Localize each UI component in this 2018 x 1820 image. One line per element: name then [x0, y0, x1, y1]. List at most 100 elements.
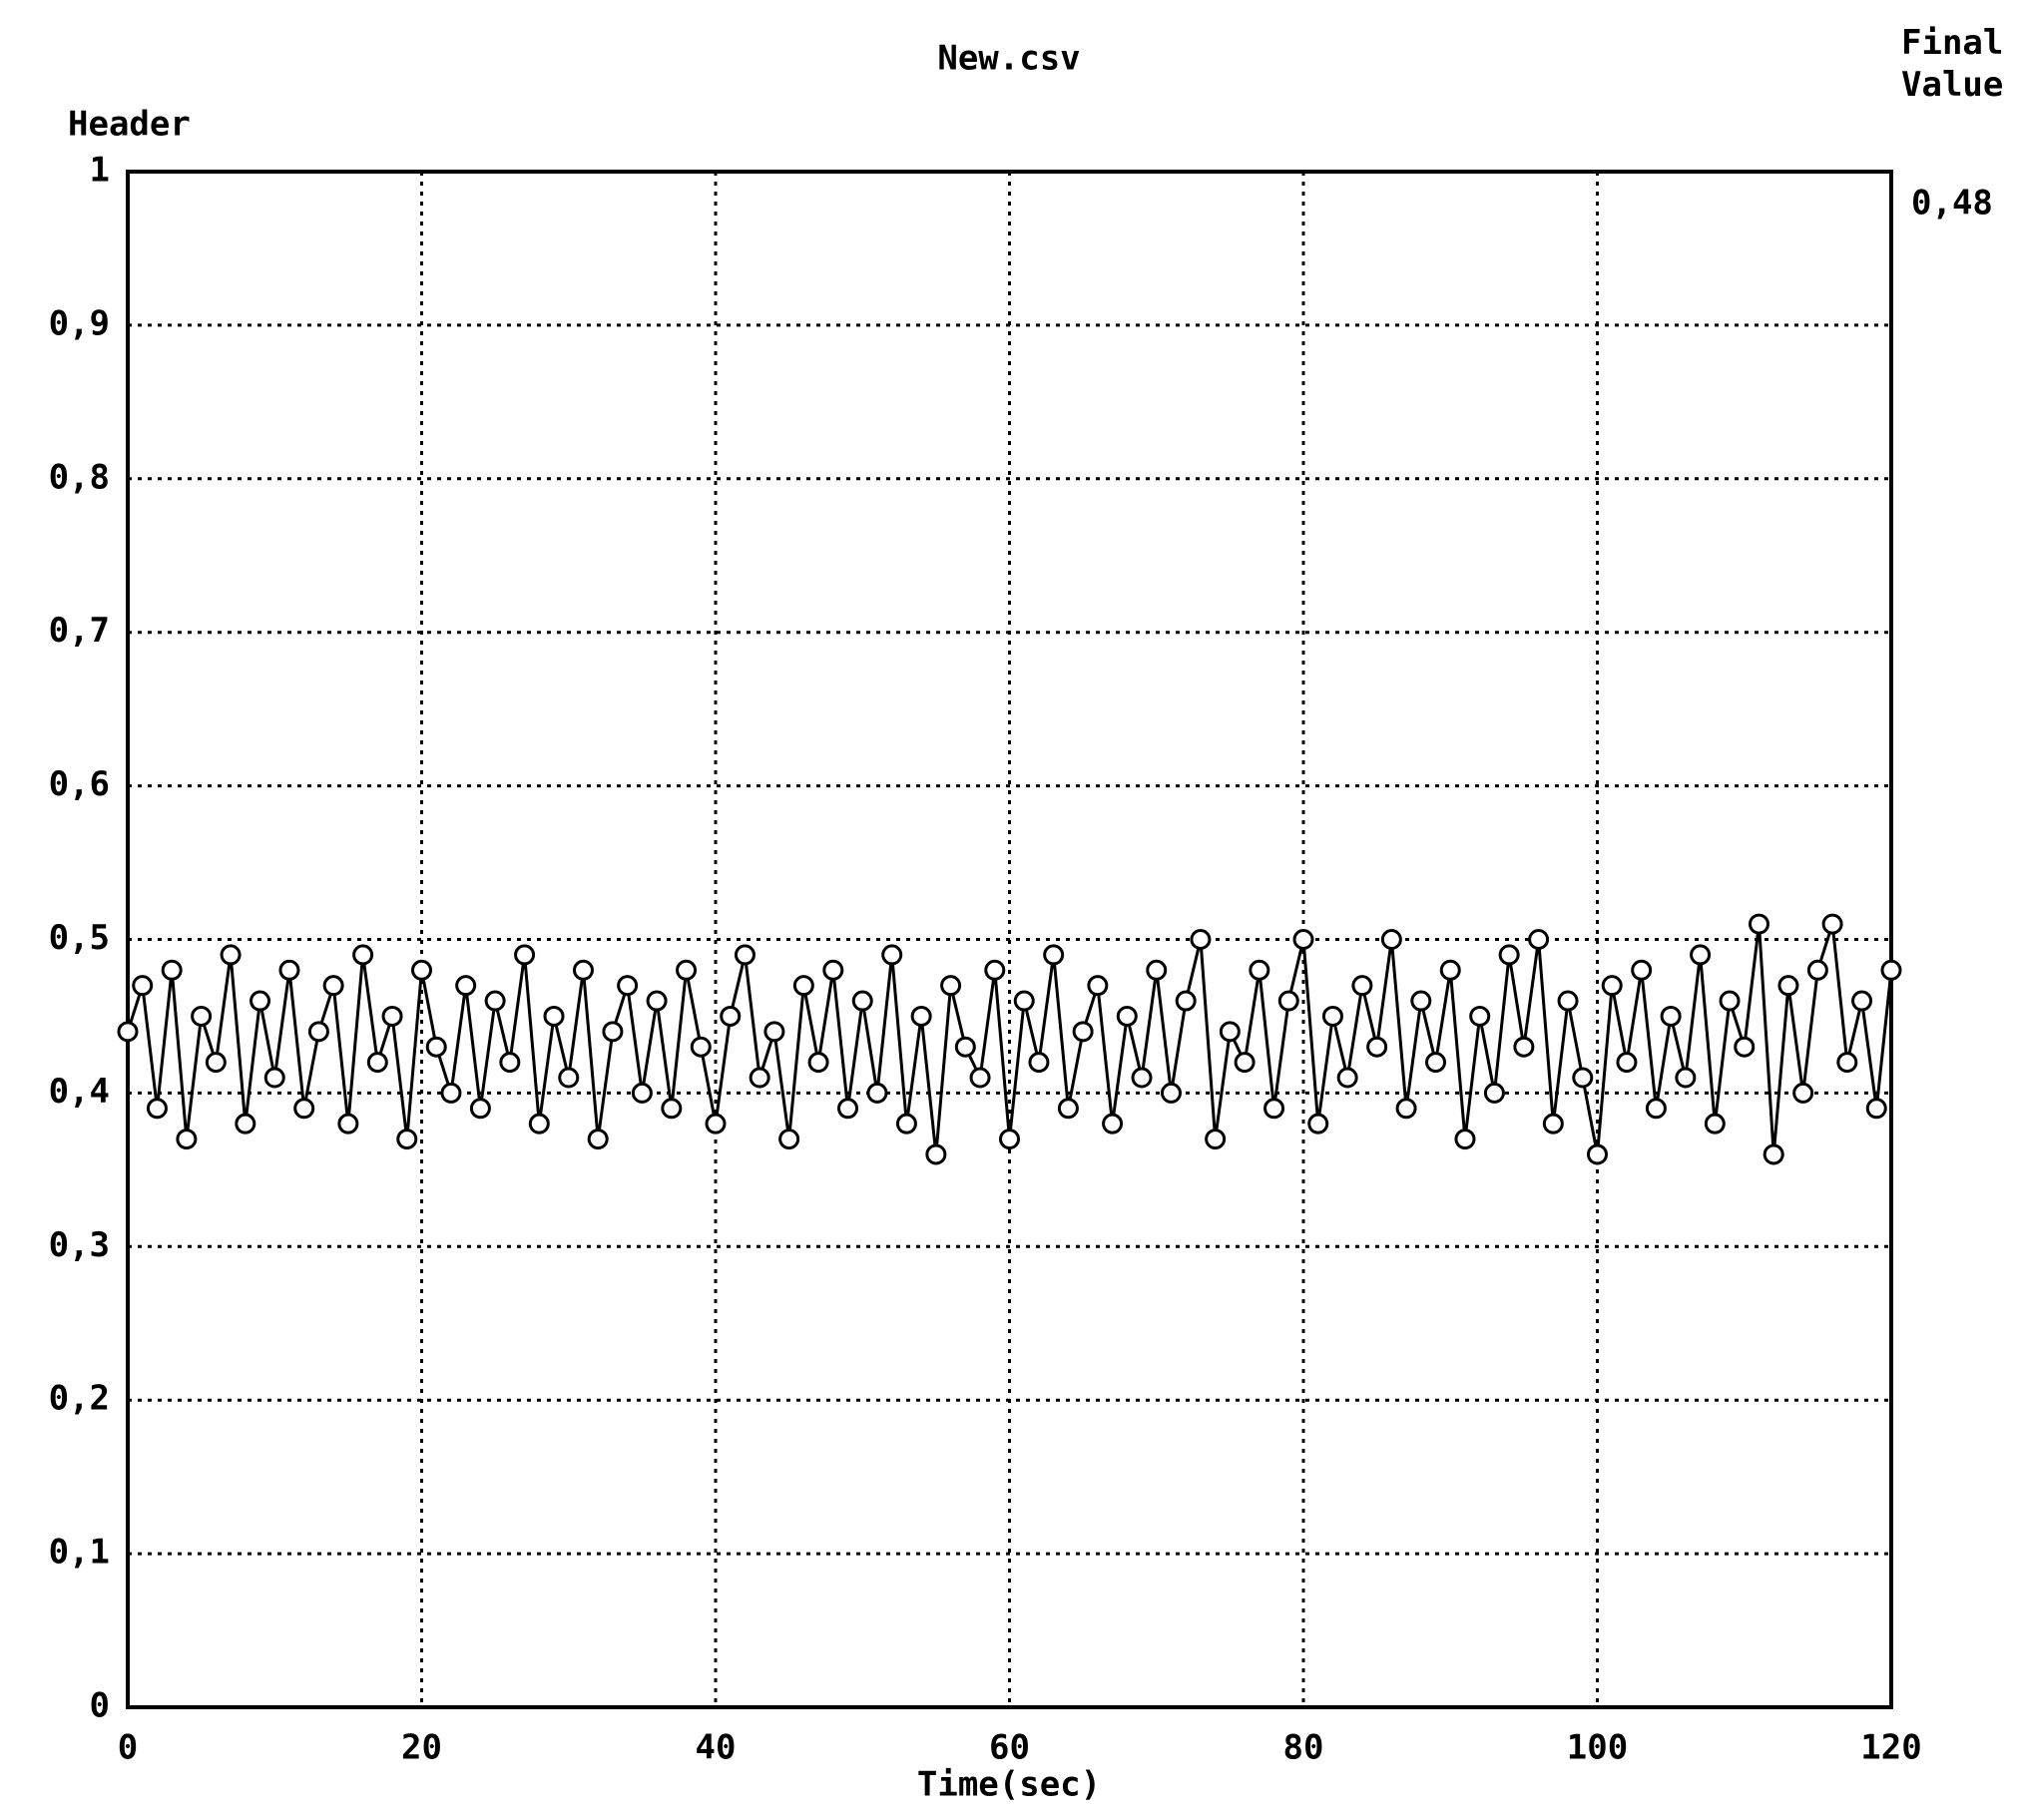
data-point: [1616, 1052, 1638, 1074]
data-point: [484, 990, 506, 1012]
data-point: [352, 944, 374, 966]
data-point: [205, 1052, 227, 1074]
data-point: [1763, 1143, 1784, 1165]
data-point: [528, 1113, 550, 1135]
data-point: [837, 1098, 859, 1120]
data-point: [984, 959, 1006, 981]
y-tick-label: 0,2: [49, 1379, 110, 1419]
data-point: [602, 1021, 624, 1043]
x-tick-label: 60: [989, 1728, 1030, 1768]
data-point: [1513, 1036, 1535, 1058]
x-tick-label: 100: [1567, 1728, 1628, 1768]
data-point: [792, 975, 814, 997]
y-tick-label: 0,8: [49, 457, 110, 497]
data-point: [455, 975, 477, 997]
data-point: [1219, 1021, 1241, 1043]
data-point: [1336, 1067, 1358, 1089]
data-point: [1675, 1067, 1697, 1089]
y-axis-label: Header: [68, 105, 191, 145]
data-point: [910, 1005, 932, 1027]
data-point: [1249, 959, 1270, 981]
final-value: 0,48: [1911, 184, 1993, 224]
data-point: [1777, 975, 1799, 997]
final-value-label: Final Value: [1901, 23, 2004, 105]
x-axis-label: Time(sec): [917, 1765, 1101, 1805]
data-point: [278, 959, 300, 981]
data-point: [822, 959, 844, 981]
data-point: [851, 990, 873, 1012]
data-point: [381, 1005, 403, 1027]
data-point: [763, 1021, 785, 1043]
data-point: [1645, 1098, 1667, 1120]
data-point: [263, 1067, 285, 1089]
data-point: [146, 1098, 168, 1120]
data-point: [1748, 913, 1769, 935]
y-tick-label: 0,1: [49, 1533, 110, 1573]
data-point: [925, 1143, 947, 1165]
data-point: [235, 1113, 256, 1135]
data-point: [1351, 975, 1373, 997]
data-point: [1660, 1005, 1682, 1027]
data-point: [1601, 975, 1623, 997]
data-point: [322, 975, 344, 997]
x-tick-label: 20: [401, 1728, 442, 1768]
data-point: [1366, 1036, 1388, 1058]
data-point: [587, 1129, 609, 1150]
data-point: [1498, 944, 1520, 966]
data-point: [1307, 1113, 1329, 1135]
data-point: [676, 959, 698, 981]
x-tick-label: 120: [1860, 1728, 1921, 1768]
data-point: [646, 990, 668, 1012]
data-point: [1572, 1067, 1594, 1089]
data-point: [720, 1005, 742, 1027]
data-point: [881, 944, 903, 966]
data-point: [440, 1082, 462, 1104]
data-point: [690, 1036, 712, 1058]
data-point: [1865, 1098, 1887, 1120]
y-tick-label: 0,5: [49, 918, 110, 958]
data-point: [220, 944, 242, 966]
data-point: [1704, 1113, 1726, 1135]
data-point: [1851, 990, 1873, 1012]
x-tick-label: 0: [118, 1728, 138, 1768]
data-point: [999, 1129, 1020, 1150]
data-point: [866, 1082, 888, 1104]
data-point: [1013, 990, 1035, 1012]
data-point: [425, 1036, 447, 1058]
data-point: [132, 975, 154, 997]
data-point: [1057, 1098, 1079, 1120]
y-tick-label: 0,6: [49, 764, 110, 804]
data-point: [1205, 1129, 1227, 1150]
data-point: [1321, 1005, 1343, 1027]
data-point: [499, 1052, 521, 1074]
data-point: [1631, 959, 1653, 981]
data-point: [1116, 1005, 1138, 1027]
x-tick-label: 40: [696, 1728, 737, 1768]
data-point: [469, 1098, 491, 1120]
data-point: [1425, 1052, 1447, 1074]
data-point: [1806, 959, 1828, 981]
data-point: [1190, 929, 1212, 950]
data-point: [1410, 990, 1432, 1012]
data-point: [1234, 1052, 1256, 1074]
data-point: [191, 1005, 213, 1027]
data-point: [514, 944, 536, 966]
data-point: [617, 975, 639, 997]
data-point: [572, 959, 594, 981]
data-point: [1028, 1052, 1050, 1074]
y-tick-label: 0,4: [49, 1072, 110, 1112]
data-point: [176, 1129, 198, 1150]
data-point: [1292, 929, 1314, 950]
data-point: [1439, 959, 1461, 981]
data-point: [1146, 959, 1168, 981]
data-point: [1395, 1098, 1417, 1120]
data-point: [1528, 929, 1550, 950]
data-point: [1131, 1067, 1153, 1089]
data-point: [940, 975, 962, 997]
data-point: [293, 1098, 315, 1120]
data-point: [1072, 1021, 1094, 1043]
data-point: [661, 1098, 683, 1120]
data-point: [1792, 1082, 1814, 1104]
